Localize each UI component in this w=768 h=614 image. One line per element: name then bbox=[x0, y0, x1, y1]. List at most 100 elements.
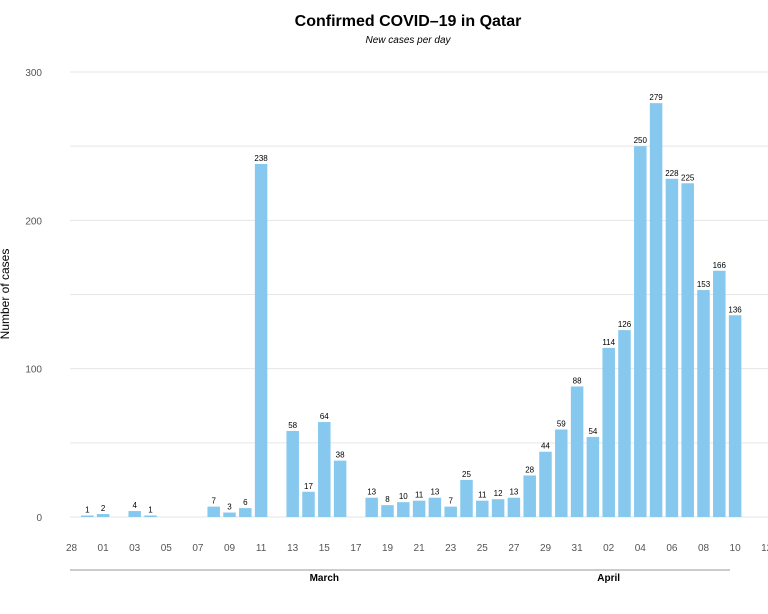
data-label: 44 bbox=[541, 442, 550, 451]
data-label: 166 bbox=[713, 261, 727, 270]
x-tick-label: 04 bbox=[635, 543, 647, 554]
bars bbox=[81, 103, 742, 518]
data-label: 17 bbox=[304, 482, 313, 491]
bar bbox=[713, 270, 726, 517]
bar bbox=[365, 497, 378, 517]
data-label: 136 bbox=[728, 305, 742, 314]
data-label: 4 bbox=[132, 501, 137, 510]
bar bbox=[254, 163, 268, 517]
month-labels: March April bbox=[310, 573, 621, 584]
data-label: 11 bbox=[415, 491, 424, 500]
x-tick-label: 31 bbox=[572, 543, 584, 554]
y-tick-label: 200 bbox=[25, 216, 42, 227]
x-tick-label: 15 bbox=[319, 543, 331, 554]
y-axis-ticks: 0 100 200 300 bbox=[25, 68, 42, 524]
y-axis-label: Number of cases bbox=[0, 249, 12, 340]
x-tick-label: 06 bbox=[666, 543, 678, 554]
bar bbox=[397, 502, 410, 517]
x-tick-label: 07 bbox=[192, 543, 204, 554]
bar bbox=[586, 436, 600, 517]
data-label: 58 bbox=[288, 421, 297, 430]
bar bbox=[381, 505, 394, 517]
data-label: 25 bbox=[462, 470, 471, 479]
data-label: 59 bbox=[557, 419, 566, 428]
x-tick-label: 03 bbox=[129, 543, 141, 554]
x-tick-label: 05 bbox=[161, 543, 173, 554]
data-label: 250 bbox=[634, 136, 648, 145]
x-axis-ticks: 28 01 03 05 07 09 11 13 15 17 19 21 23 25 27 29 31 02 04 06… bbox=[66, 543, 768, 554]
bar bbox=[491, 499, 505, 517]
data-label: 225 bbox=[681, 173, 695, 182]
x-tick-label: 12 bbox=[761, 543, 768, 554]
x-tick-label: 08 bbox=[698, 543, 710, 554]
data-label: 64 bbox=[320, 412, 329, 421]
data-label: 126 bbox=[618, 320, 632, 329]
bar bbox=[302, 491, 315, 517]
data-label: 13 bbox=[509, 488, 518, 497]
bar bbox=[649, 103, 663, 518]
x-tick-label: 13 bbox=[287, 543, 299, 554]
bar bbox=[96, 514, 110, 517]
data-label: 3 bbox=[227, 503, 232, 512]
bar bbox=[681, 183, 694, 517]
bar bbox=[144, 515, 157, 517]
month-label: April bbox=[597, 573, 620, 584]
bar bbox=[444, 506, 457, 517]
chart-title: Confirmed COVID–19 in Qatar bbox=[295, 13, 522, 30]
x-tick-label: 01 bbox=[98, 543, 110, 554]
bar bbox=[555, 429, 568, 517]
x-tick-label: 21 bbox=[414, 543, 426, 554]
bar bbox=[223, 512, 236, 517]
x-tick-label: 23 bbox=[445, 543, 457, 554]
y-tick-label: 0 bbox=[36, 513, 42, 524]
x-tick-label: 19 bbox=[382, 543, 394, 554]
data-label: 54 bbox=[588, 427, 597, 436]
x-tick-label: 27 bbox=[508, 543, 520, 554]
bar bbox=[286, 430, 299, 517]
x-tick-label: 28 bbox=[66, 543, 78, 554]
data-label: 6 bbox=[243, 498, 248, 507]
x-tick-label: 17 bbox=[350, 543, 362, 554]
bar bbox=[523, 475, 536, 517]
data-label: 228 bbox=[665, 169, 679, 178]
data-label: 88 bbox=[573, 376, 582, 385]
bar bbox=[333, 460, 347, 517]
data-label: 11 bbox=[478, 491, 487, 500]
bar bbox=[476, 500, 489, 517]
data-label: 238 bbox=[254, 154, 268, 163]
data-label: 1 bbox=[85, 506, 90, 515]
y-tick-label: 300 bbox=[25, 68, 42, 79]
bar bbox=[128, 511, 141, 517]
bar bbox=[81, 515, 94, 517]
data-label: 153 bbox=[697, 280, 711, 289]
data-label: 1 bbox=[148, 506, 153, 515]
x-tick-label: 25 bbox=[477, 543, 489, 554]
data-label: 12 bbox=[494, 489, 503, 498]
x-tick-label: 29 bbox=[540, 543, 552, 554]
data-label: 8 bbox=[385, 495, 390, 504]
data-label: 13 bbox=[367, 488, 376, 497]
bar bbox=[460, 479, 473, 517]
month-label: March bbox=[310, 573, 339, 584]
data-label: 10 bbox=[399, 492, 408, 501]
data-label: 38 bbox=[336, 451, 345, 460]
data-label: 7 bbox=[448, 497, 453, 506]
bar bbox=[207, 506, 220, 517]
data-label: 279 bbox=[649, 93, 663, 102]
bar bbox=[428, 497, 442, 517]
bar bbox=[634, 146, 647, 517]
bar bbox=[697, 290, 710, 517]
data-label: 28 bbox=[525, 465, 534, 474]
bar bbox=[412, 500, 426, 517]
data-label: 7 bbox=[211, 497, 216, 506]
bar bbox=[507, 497, 521, 517]
bar bbox=[239, 508, 252, 517]
data-label: 2 bbox=[101, 504, 106, 513]
x-tick-label: 02 bbox=[603, 543, 615, 554]
data-label: 13 bbox=[430, 488, 439, 497]
bar bbox=[539, 451, 552, 517]
y-tick-label: 100 bbox=[25, 365, 42, 376]
bar bbox=[728, 315, 742, 517]
bar bbox=[618, 330, 631, 517]
